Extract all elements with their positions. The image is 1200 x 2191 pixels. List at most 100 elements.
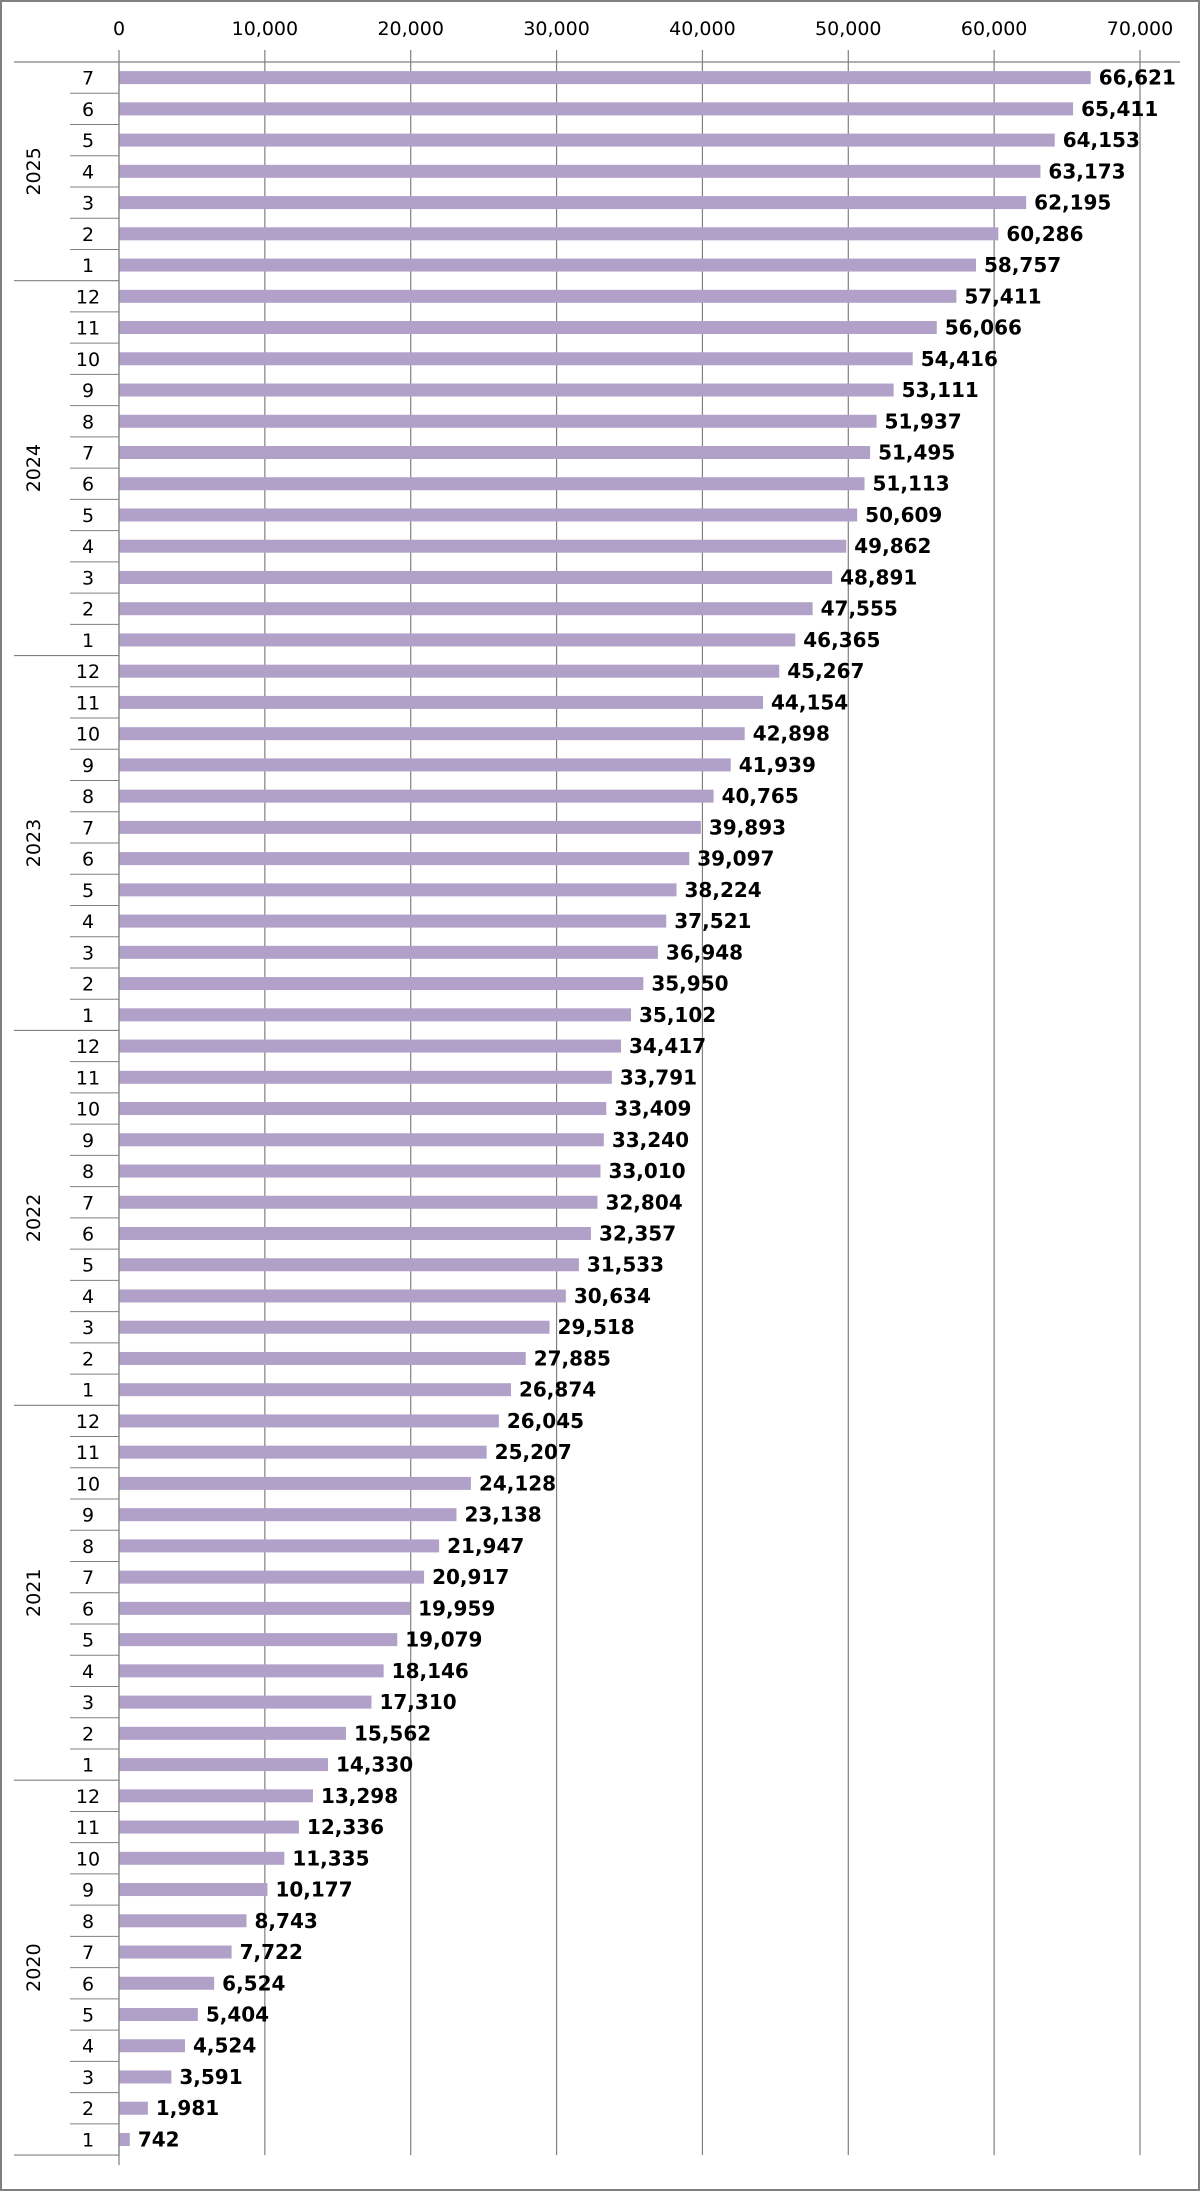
month-label: 11 [76,1067,100,1089]
month-label: 5 [82,1630,94,1652]
bar [119,258,977,272]
month-label: 10 [76,1473,100,1495]
bar [119,446,871,459]
data-label: 26,045 [507,1409,584,1433]
x-tick-label: 40,000 [669,18,735,40]
year-label: 2021 [23,1569,45,1617]
month-label: 8 [82,411,94,433]
month-label: 1 [82,2129,94,2151]
data-label: 23,138 [464,1503,541,1527]
data-label: 38,224 [685,878,762,902]
data-label: 41,939 [739,753,816,777]
bar [119,1102,607,1116]
x-tick-label: 50,000 [815,18,881,40]
bar [119,1570,425,1584]
data-label: 5,404 [206,2003,269,2027]
year-label: 2022 [23,1194,45,1242]
month-label: 12 [76,286,100,308]
data-label: 20,917 [432,1565,509,1589]
data-label: 21,947 [447,1534,524,1558]
data-label: 66,621 [1099,66,1176,90]
year-label: 2024 [23,444,45,492]
bar [119,1695,372,1709]
data-label: 44,154 [771,690,848,714]
month-label: 7 [82,1567,94,1589]
data-label: 34,417 [629,1034,706,1058]
bar [119,289,957,303]
data-label: 27,885 [534,1346,611,1370]
month-label: 3 [82,567,94,589]
bars [119,71,1091,2146]
month-label: 5 [82,880,94,902]
bar [119,1789,313,1803]
bar [119,1445,487,1459]
data-label: 17,310 [379,1690,456,1714]
bar [119,1664,384,1678]
data-label: 12,336 [307,1815,384,1839]
bar [119,758,731,772]
bar [119,727,745,741]
month-label: 11 [76,1442,100,1464]
data-label: 6,524 [222,1971,285,1995]
bar [119,1289,566,1303]
month-label: 6 [82,474,94,496]
month-label: 6 [82,1598,94,1620]
bar [119,945,658,959]
month-label: 9 [82,380,94,402]
bar [119,1414,499,1428]
data-label: 60,286 [1006,222,1083,246]
month-label: 8 [82,1536,94,1558]
bar [119,1383,511,1397]
data-label: 42,898 [753,722,830,746]
month-label: 4 [82,911,94,933]
bar [119,2132,130,2146]
bar [119,321,937,335]
month-label: 4 [82,2036,94,2058]
data-label: 742 [138,2127,180,2151]
month-label: 3 [82,193,94,215]
data-label: 63,173 [1048,159,1125,183]
month-label: 7 [82,817,94,839]
bar [119,1633,398,1647]
data-label: 37,521 [674,909,751,933]
month-label: 10 [76,1099,100,1121]
data-label: 1,981 [156,2096,219,2120]
bar [119,883,677,897]
month-label: 9 [82,1505,94,1527]
month-label: 6 [82,1973,94,1995]
data-label: 51,113 [873,472,950,496]
data-label: 64,153 [1063,128,1140,152]
bar [119,977,644,991]
month-label: 8 [82,1161,94,1183]
month-label: 12 [76,1786,100,1808]
bar [119,1945,232,1959]
month-label: 6 [82,1224,94,1246]
data-label: 40,765 [722,784,799,808]
bar [119,1851,285,1865]
data-label: 47,555 [821,597,898,621]
data-label: 65,411 [1081,97,1158,121]
data-label: 14,330 [336,1753,413,1777]
data-label: 18,146 [392,1659,469,1683]
data-label: 56,066 [945,316,1022,340]
bar [119,914,667,928]
year-label: 2023 [23,819,45,867]
bar [119,695,764,709]
bar [119,570,833,584]
bar [119,477,865,491]
month-label: 4 [82,161,94,183]
month-label: 3 [82,942,94,964]
data-label: 33,240 [612,1128,689,1152]
bar [119,1601,411,1615]
bar [119,1820,299,1834]
bar [119,1883,268,1897]
data-label: 36,948 [666,940,743,964]
data-label: 51,495 [878,441,955,465]
month-label: 5 [82,2005,94,2027]
month-label: 9 [82,1880,94,1902]
year-label: 2020 [23,1943,45,1991]
data-label: 15,562 [354,1721,431,1745]
month-label: 3 [82,1692,94,1714]
data-label: 32,804 [605,1190,682,1214]
